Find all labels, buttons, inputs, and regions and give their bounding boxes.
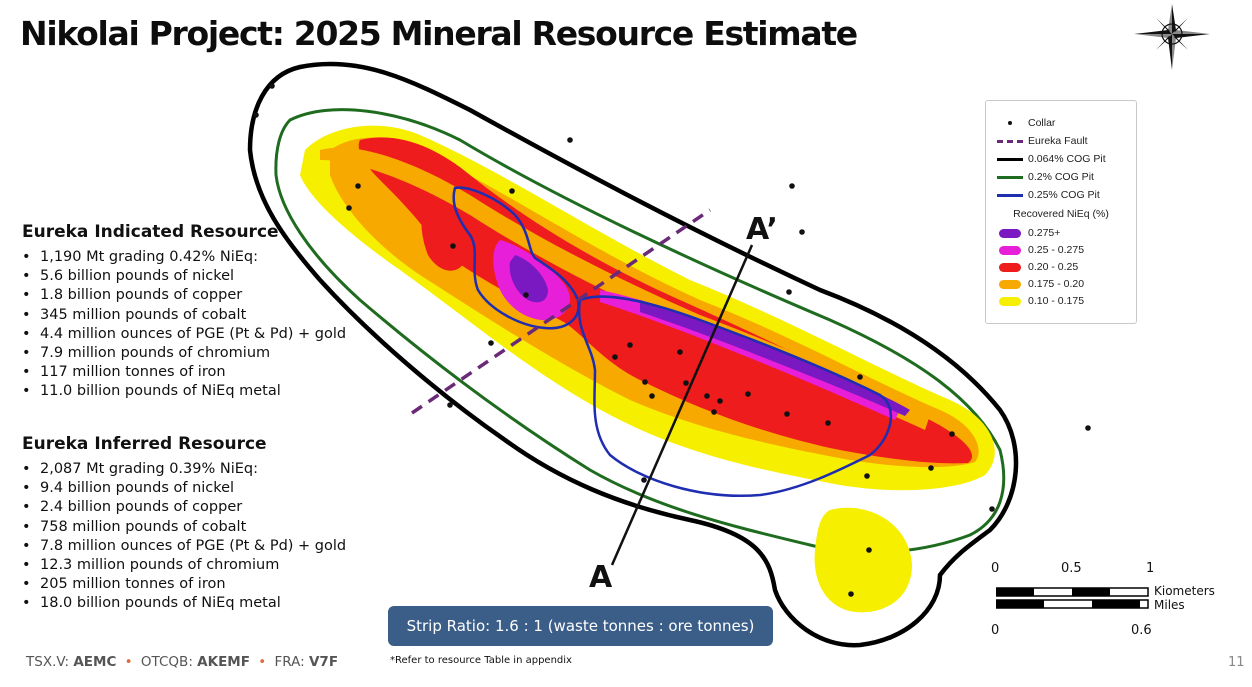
legend-label: Eureka Fault <box>1028 135 1088 147</box>
legend-grade-2: 0.20 - 0.25 <box>996 260 1078 274</box>
page-title: Nikolai Project: 2025 Mineral Resource E… <box>20 14 858 53</box>
indicated-resource-panel: Eureka Indicated Resource 1,190 Mt gradi… <box>22 222 346 402</box>
map-legend: Collar Eureka Fault 0.064% COG Pit 0.2% … <box>985 100 1137 324</box>
ticker-value: V7F <box>308 654 339 670</box>
collar-dot-icon <box>1008 121 1012 125</box>
list-item: 205 million tonnes of iron <box>22 575 346 594</box>
legend-label: 0.25% COG Pit <box>1028 189 1100 201</box>
black-line-icon <box>997 157 1023 161</box>
ticker-label: TSX.V: <box>26 654 70 670</box>
list-item: 345 million pounds of cobalt <box>22 306 346 325</box>
legend-grade-1: 0.25 - 0.275 <box>996 243 1084 257</box>
grade-swatch-icon <box>999 296 1021 306</box>
legend-label: 0.275+ <box>1028 227 1061 239</box>
strip-ratio-banner: Strip Ratio: 1.6 : 1 (waste tonnes : ore… <box>388 606 773 646</box>
section-label-a-prime: A’ <box>746 212 778 247</box>
legend-label: 0.20 - 0.25 <box>1028 261 1079 273</box>
scale-bar-graphic <box>996 587 1149 609</box>
list-item: 11.0 billion pounds of NiEq metal <box>22 382 346 401</box>
inferred-resource-panel: Eureka Inferred Resource 2,087 Mt gradin… <box>22 434 346 614</box>
drill-collars <box>253 83 1091 597</box>
legend-grade-4: 0.10 - 0.175 <box>996 294 1084 308</box>
list-item: 2.4 billion pounds of copper <box>22 498 346 517</box>
green-line-icon <box>997 175 1023 179</box>
list-item: 1.8 billion pounds of copper <box>22 286 346 305</box>
list-item: 4.4 million ounces of PGE (Pt & Pd) + go… <box>22 325 346 344</box>
grade-swatch-icon <box>999 245 1021 255</box>
list-item: 12.3 million pounds of chromium <box>22 556 346 575</box>
legend-collar: Collar <box>996 116 1055 130</box>
scale-km-tick: 0.5 <box>1061 561 1082 576</box>
list-item: 7.8 million ounces of PGE (Pt & Pd) + go… <box>22 537 346 556</box>
legend-pit-02: 0.2% COG Pit <box>996 170 1094 184</box>
list-item: 758 million pounds of cobalt <box>22 518 346 537</box>
inferred-heading: Eureka Inferred Resource <box>22 434 267 454</box>
ticker-line: TSX.V: AEMC • OTCQB: AKEMF • FRA: V7F <box>26 654 338 670</box>
legend-label: 0.064% COG Pit <box>1028 153 1106 165</box>
ticker-separator: • <box>258 654 267 670</box>
compass-rose-icon <box>1134 4 1210 70</box>
scale-mi-tick: 0 <box>991 623 1000 638</box>
legend-label: Collar <box>1028 117 1056 129</box>
grade-swatch-icon <box>999 262 1021 272</box>
pit-outline-02 <box>274 108 1006 554</box>
scale-mi-label: Miles <box>1154 598 1185 612</box>
legend-label: 0.175 - 0.20 <box>1028 278 1085 290</box>
page-number: 11 <box>1228 655 1245 670</box>
section-label-a: A <box>589 560 613 595</box>
ticker-label: FRA: <box>274 654 305 670</box>
scale-mi-tick: 0.6 <box>1131 623 1152 638</box>
legend-grade-heading: Recovered NiEq (%) <box>1013 208 1109 220</box>
legend-label: 0.10 - 0.175 <box>1028 295 1085 307</box>
scale-km-tick: 0 <box>991 561 1000 576</box>
list-item: 2,087 Mt grading 0.39% NiEq: <box>22 460 346 479</box>
grade-zones <box>300 125 995 613</box>
list-item: 7.9 million pounds of chromium <box>22 344 346 363</box>
scale-km-label: Kiometers <box>1154 584 1215 598</box>
ticker-label: OTCQB: <box>140 654 193 670</box>
pit-outline-025-east <box>577 295 893 497</box>
legend-grade-0: 0.275+ <box>996 226 1060 240</box>
ticker-separator: • <box>124 654 133 670</box>
legend-pit-025: 0.25% COG Pit <box>996 188 1100 202</box>
legend-label: 0.2% COG Pit <box>1028 171 1094 183</box>
list-item: 9.4 billion pounds of nickel <box>22 479 346 498</box>
ticker-value: AEMC <box>73 654 117 670</box>
list-item: 117 million tonnes of iron <box>22 363 346 382</box>
grade-swatch-icon <box>999 279 1021 289</box>
pit-outline-025-west <box>452 186 580 330</box>
list-item: 18.0 billion pounds of NiEq metal <box>22 594 346 613</box>
dashed-line-icon <box>997 139 1023 143</box>
grade-swatch-icon <box>999 228 1021 238</box>
footnote: *Refer to resource Table in appendix <box>390 655 572 666</box>
list-item: 5.6 billion pounds of nickel <box>22 267 346 286</box>
section-line-a-a-prime <box>610 244 754 566</box>
blue-line-icon <box>997 193 1023 197</box>
scale-km-tick: 1 <box>1146 561 1155 576</box>
indicated-heading: Eureka Indicated Resource <box>22 222 279 242</box>
legend-eureka-fault: Eureka Fault <box>996 134 1088 148</box>
legend-grade-3: 0.175 - 0.20 <box>996 277 1084 291</box>
list-item: 1,190 Mt grading 0.42% NiEq: <box>22 248 346 267</box>
eureka-fault-line <box>411 208 711 415</box>
legend-pit-0064: 0.064% COG Pit <box>996 152 1106 166</box>
scale-bar: 0 0.5 1 Kiometers Miles 0 0.6 <box>988 560 1218 644</box>
legend-label: 0.25 - 0.275 <box>1028 244 1085 256</box>
ticker-value: AKEMF <box>197 654 250 670</box>
